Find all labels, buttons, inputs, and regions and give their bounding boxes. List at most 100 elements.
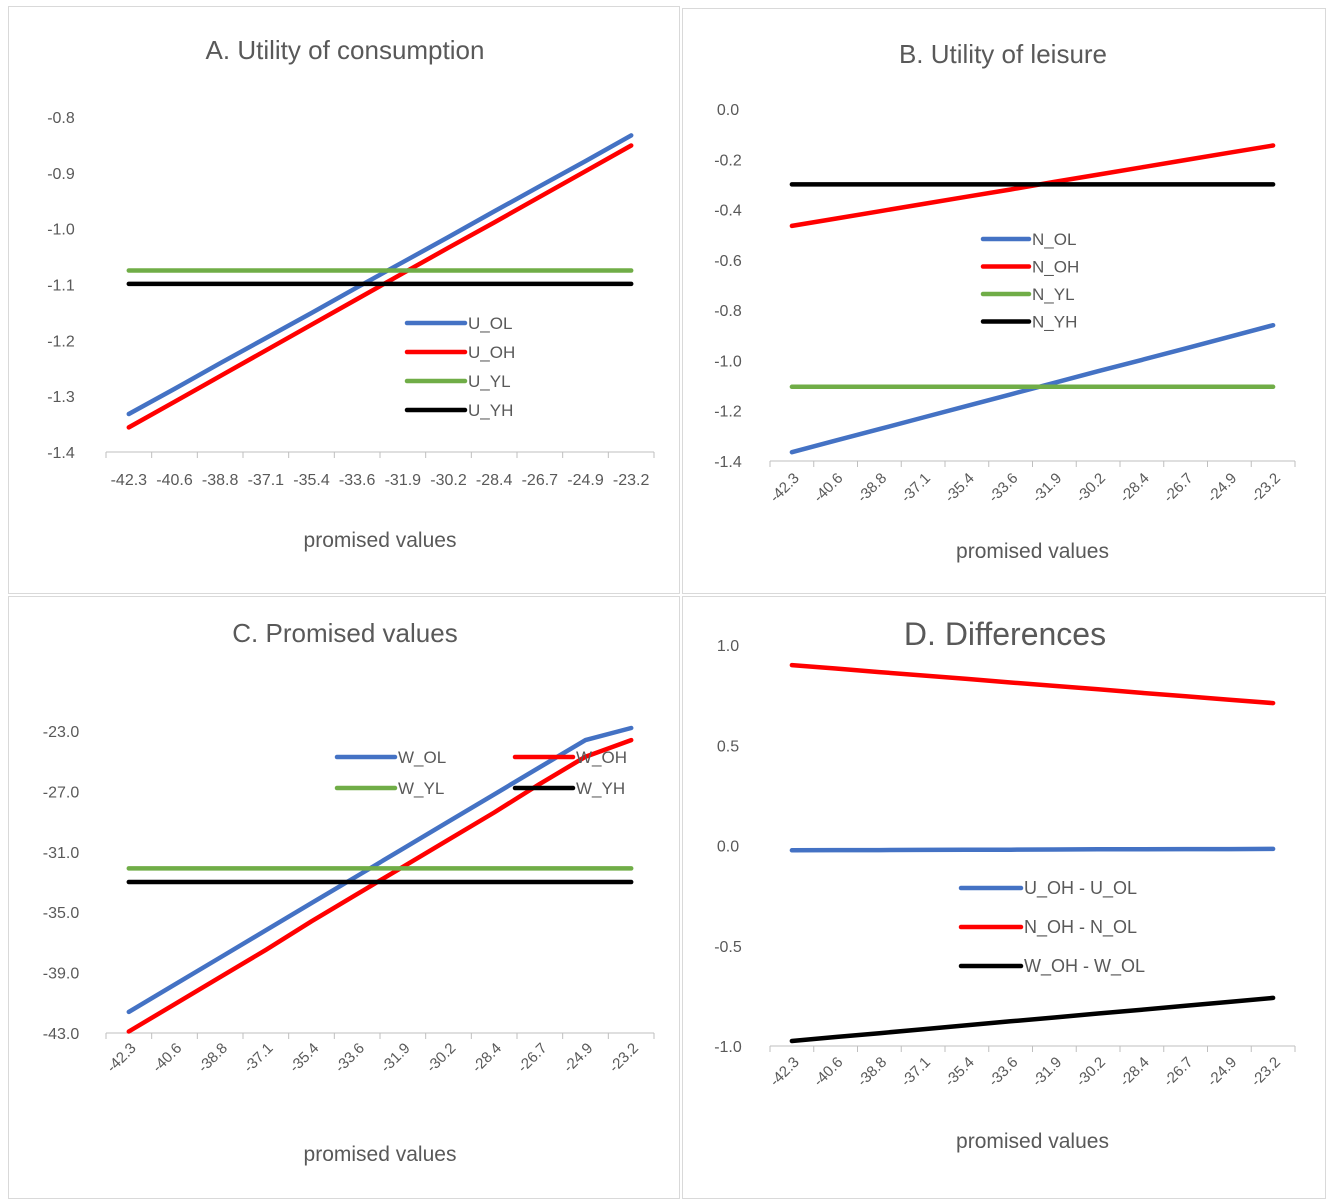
x-tick-label: -31.9	[385, 472, 422, 489]
legend-label-u-ol: U_OL	[468, 314, 512, 333]
x-tick-label: -28.4	[1116, 1054, 1152, 1090]
chart-title: C. Promised values	[232, 618, 457, 648]
chart-svg-d: D. Differences 1.0 0.5 0.0 -0.5 -1.0 -42.3 -40.…	[714, 616, 1296, 1153]
series-line-u-oh-u-ol	[789, 846, 1276, 853]
x-tick-label: -31.9	[377, 1040, 413, 1076]
x-tick-label: -26.7	[1160, 1054, 1196, 1090]
legend-label-n-yl: N_YL	[1032, 285, 1075, 304]
y-tick-label: 0.5	[717, 738, 739, 755]
x-tick-label: -24.9	[560, 1040, 596, 1076]
x-tick-label: -38.8	[195, 1040, 231, 1076]
x-tick-label: -30.2	[423, 1040, 459, 1076]
y-tick-label: -0.8	[714, 303, 742, 320]
y-tick-label: -1.2	[714, 404, 742, 421]
x-tick-label: -37.1	[248, 472, 285, 489]
legend-label-u-yh: U_YH	[468, 401, 513, 420]
x-axis-title: promised values	[956, 1130, 1109, 1153]
y-tick-label: 0.0	[717, 839, 739, 856]
x-tick-label: -28.4	[469, 1040, 505, 1076]
y-tick-label: -1.0	[47, 222, 75, 239]
y-tick-label: -43.0	[43, 1026, 80, 1043]
legend-label-n-oh-n-ol: N_OH - N_OL	[1024, 917, 1137, 938]
y-tick-label: -1.4	[714, 454, 742, 471]
x-tick-label: -37.1	[898, 470, 934, 506]
legend-label-u-yl: U_YL	[468, 372, 511, 391]
x-tick-label: -23.2	[1248, 1054, 1284, 1090]
y-tick-label: -1.0	[714, 353, 742, 370]
x-tick-label: -40.6	[149, 1040, 185, 1076]
x-tick-label: -23.2	[613, 472, 650, 489]
x-tick-label: -40.6	[810, 470, 846, 506]
y-tick-label: -23.0	[43, 724, 80, 741]
x-tick-label: -37.1	[240, 1040, 276, 1076]
legend-label-n-yh: N_YH	[1032, 313, 1077, 332]
chart-panel-utility-of-consumption: A. Utility of consumption -0.8 -0.9 -1.0 -1.…	[8, 6, 680, 594]
x-tick-label: -30.2	[1073, 1054, 1109, 1090]
x-axis-title: promised values	[304, 529, 457, 552]
y-tick-label: -0.9	[47, 166, 75, 183]
x-tick-label: -42.3	[103, 1040, 139, 1076]
legend-label-w-oh: W_OH	[576, 748, 627, 767]
y-tick-label: -31.0	[43, 845, 80, 862]
series-line-w-ol	[126, 725, 634, 1015]
x-tick-label: -38.8	[854, 470, 890, 506]
legend-label-n-ol: N_OL	[1032, 230, 1076, 249]
x-tick-label: -23.2	[1248, 470, 1284, 506]
x-tick-label: -28.4	[1116, 470, 1152, 506]
x-tick-label: -33.6	[985, 1054, 1021, 1090]
x-tick-label: -42.3	[766, 470, 802, 506]
x-tick-label: -30.2	[1073, 470, 1109, 506]
x-tick-label: -40.6	[156, 472, 193, 489]
x-tick-label: -38.8	[854, 1054, 890, 1090]
y-tick-label: 0.0	[717, 102, 739, 119]
y-tick-label: 1.0	[717, 638, 739, 655]
x-tick-label: -24.9	[1204, 1054, 1240, 1090]
x-tick-label: -35.4	[293, 472, 330, 489]
legend-label-w-yl: W_YL	[398, 779, 444, 798]
chart-svg-a: A. Utility of consumption -0.8 -0.9 -1.0 -1.…	[47, 35, 655, 552]
legend-label-u-oh-u-ol: U_OH - U_OL	[1024, 878, 1137, 899]
x-tick-label: -31.9	[1029, 1054, 1065, 1090]
legend-label-n-oh: N_OH	[1032, 258, 1079, 277]
chart-title: B. Utility of leisure	[899, 39, 1107, 69]
x-axis-title: promised values	[304, 1143, 457, 1166]
y-tick-label: -35.0	[43, 905, 80, 922]
chart-panel-utility-of-leisure: B. Utility of leisure 0.0 -0.2 -0.4 -0.6 -0.8…	[682, 8, 1326, 594]
x-tick-label: -24.9	[567, 472, 604, 489]
series-line-u-oh	[126, 143, 634, 430]
chart-panel-promised-values: C. Promised values -23.0 -27.0 -31.0 -35.0 -3…	[8, 596, 680, 1199]
legend-label-w-oh-w-ol: W_OH - W_OL	[1024, 956, 1145, 977]
legend-label-w-ol: W_OL	[398, 748, 446, 767]
x-tick-label: -42.3	[766, 1054, 802, 1090]
x-axis-title: promised values	[956, 540, 1109, 563]
x-tick-label: -26.7	[522, 472, 559, 489]
x-tick-label: -33.6	[985, 470, 1021, 506]
y-tick-label: -0.5	[714, 939, 742, 956]
x-tick-label: -23.2	[606, 1040, 642, 1076]
x-tick-label: -42.3	[111, 472, 148, 489]
y-tick-label: -0.4	[714, 203, 742, 220]
y-tick-label: -1.2	[47, 333, 75, 350]
x-tick-label: -24.9	[1204, 470, 1240, 506]
x-tick-label: -26.7	[1160, 470, 1196, 506]
x-tick-label: -28.4	[476, 472, 513, 489]
x-tick-label: -33.6	[332, 1040, 368, 1076]
x-tick-label: -35.4	[941, 470, 977, 506]
y-tick-label: -0.2	[714, 152, 742, 169]
y-tick-label: -1.1	[47, 278, 75, 295]
series-line-w-oh-w-ol	[789, 995, 1276, 1044]
x-tick-label: -38.8	[202, 472, 239, 489]
x-tick-label: -40.6	[810, 1054, 846, 1090]
series-line-n-oh-n-ol	[789, 662, 1276, 706]
y-tick-label: -39.0	[43, 966, 80, 983]
y-tick-label: -1.0	[714, 1039, 742, 1056]
series-line-u-ol	[126, 133, 634, 417]
chart-svg-b: B. Utility of leisure 0.0 -0.2 -0.4 -0.6 -0.8…	[714, 39, 1296, 563]
chart-svg-c: C. Promised values -23.0 -27.0 -31.0 -35.0 -3…	[43, 618, 655, 1166]
x-tick-label: -31.9	[1029, 470, 1065, 506]
chart-panel-differences: D. Differences 1.0 0.5 0.0 -0.5 -1.0 -42.3 -40.…	[682, 596, 1326, 1199]
y-tick-label: -1.4	[47, 445, 75, 462]
x-tick-label: -30.2	[430, 472, 467, 489]
y-tick-label: -0.8	[47, 110, 75, 127]
y-tick-label: -1.3	[47, 389, 75, 406]
